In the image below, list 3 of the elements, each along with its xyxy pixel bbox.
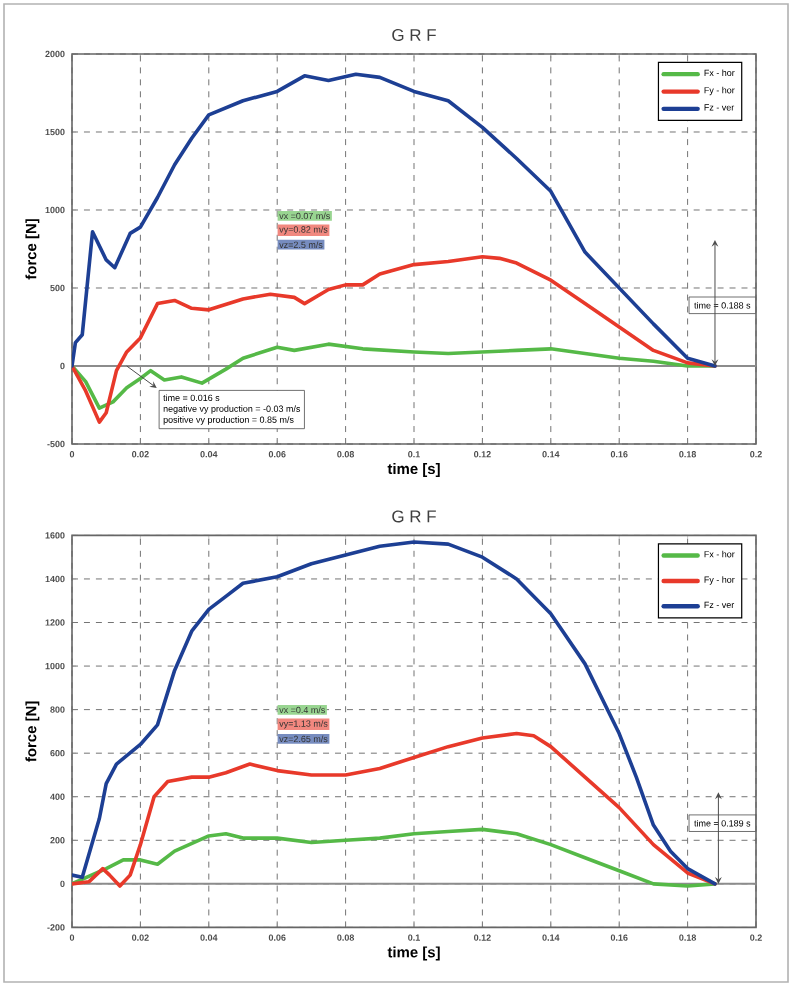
chart-title: G R F (392, 29, 436, 41)
chart-title: G R F (392, 510, 436, 523)
line-series (72, 342, 717, 410)
